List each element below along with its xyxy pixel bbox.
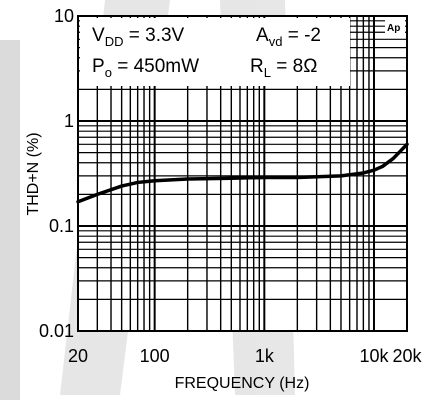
series-group: [76, 142, 409, 204]
x-tick-label: 10k: [359, 346, 389, 366]
tick-labels: 20 100 1k 10k 20k 10 1 0.1 0.01: [39, 6, 423, 366]
po-label: P: [92, 56, 105, 77]
rl-annotation: RL = 8Ω: [250, 56, 317, 80]
avd-annotation: Avd = -2: [256, 25, 321, 49]
series-line-0: [76, 142, 409, 204]
po-sub: o: [105, 65, 112, 80]
logo: Ap: [387, 23, 400, 34]
avd-sub: vd: [269, 34, 283, 49]
po-annotation: Po = 450mW: [92, 56, 199, 80]
y-tick-label: 10: [54, 6, 74, 26]
x-tick-label: 20k: [392, 346, 422, 366]
x-axis-title: FREQUENCY (Hz): [175, 375, 310, 392]
x-tick-label: 100: [140, 346, 170, 366]
avd-label: A: [256, 25, 269, 46]
y-tick-label: 0.01: [39, 321, 74, 341]
rl-label: R: [250, 56, 264, 77]
annotation-box: [80, 18, 350, 86]
avd-value: = -2: [282, 25, 321, 46]
y-tick-label: 1: [64, 111, 74, 131]
po-value: = 450mW: [112, 56, 199, 77]
vdd-value: = 3.3V: [123, 25, 184, 46]
vdd-sub: DD: [105, 34, 124, 49]
x-tick-label: 20: [68, 346, 88, 366]
y-tick-label: 0.1: [49, 216, 74, 236]
vdd-label: V: [92, 25, 105, 46]
rl-value: = 8Ω: [271, 56, 317, 77]
y-axis-title: THD+N (%): [25, 132, 42, 215]
plot-frame: [77, 15, 408, 332]
vdd-annotation: VDD = 3.3V: [92, 25, 185, 49]
logo-box: [385, 18, 405, 34]
x-tick-label: 1k: [255, 346, 275, 366]
rl-sub: L: [264, 65, 271, 80]
